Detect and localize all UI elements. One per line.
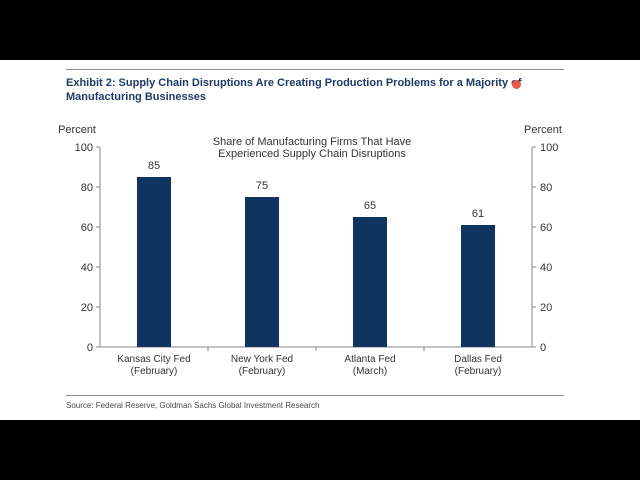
- bar: [461, 225, 495, 347]
- y-tick-label-left: 0: [87, 342, 93, 354]
- y-tick-label-right: 40: [540, 262, 552, 274]
- y-axis-label-left: Percent: [58, 124, 96, 136]
- bar-data-label: 85: [148, 160, 160, 172]
- source-note: Source: Federal Reserve, Goldman Sachs G…: [66, 401, 320, 410]
- y-tick-label-right: 80: [540, 182, 552, 194]
- x-tick-label: (March): [353, 366, 387, 377]
- x-tick-label: Kansas City Fed: [117, 354, 190, 365]
- chart-title-line: Experienced Supply Chain Disruptions: [218, 148, 406, 160]
- bar: [353, 217, 387, 347]
- bar-data-label: 65: [364, 200, 376, 212]
- exhibit-panel: Exhibit 2: Supply Chain Disruptions Are …: [0, 60, 640, 420]
- bar: [137, 177, 171, 347]
- bar-data-label: 75: [256, 180, 268, 192]
- x-tick-label: Atlanta Fed: [344, 354, 395, 365]
- y-tick-label-left: 20: [81, 302, 93, 314]
- exhibit-title: Exhibit 2: Supply Chain Disruptions Are …: [66, 77, 522, 103]
- x-tick-label: (February): [131, 366, 178, 377]
- chart-title-line: Share of Manufacturing Firms That Have: [213, 136, 412, 148]
- y-tick-label-left: 60: [81, 222, 93, 234]
- x-tick-label: Dallas Fed: [454, 354, 502, 365]
- bar: [245, 197, 279, 347]
- bar-chart: 0 0 20 20 40 40 60 60 80 80 100 100 Percent Percent Sh…: [58, 124, 562, 377]
- bar-data-label: 61: [472, 208, 484, 220]
- y-tick-label-left: 80: [81, 182, 93, 194]
- x-tick-label: New York Fed: [231, 354, 293, 365]
- top-rule: [66, 69, 564, 70]
- y-tick-label-left: 100: [75, 142, 93, 154]
- bottom-rule: [66, 395, 564, 396]
- y-tick-label-left: 40: [81, 262, 93, 274]
- x-tick-label: (February): [455, 366, 502, 377]
- x-tick-label: (February): [239, 366, 286, 377]
- y-axis-label-right: Percent: [524, 124, 562, 136]
- y-tick-label-right: 60: [540, 222, 552, 234]
- y-tick-label-right: 20: [540, 302, 552, 314]
- y-tick-label-right: 100: [540, 142, 558, 154]
- logo-icon: [512, 80, 521, 89]
- y-tick-label-right: 0: [540, 342, 546, 354]
